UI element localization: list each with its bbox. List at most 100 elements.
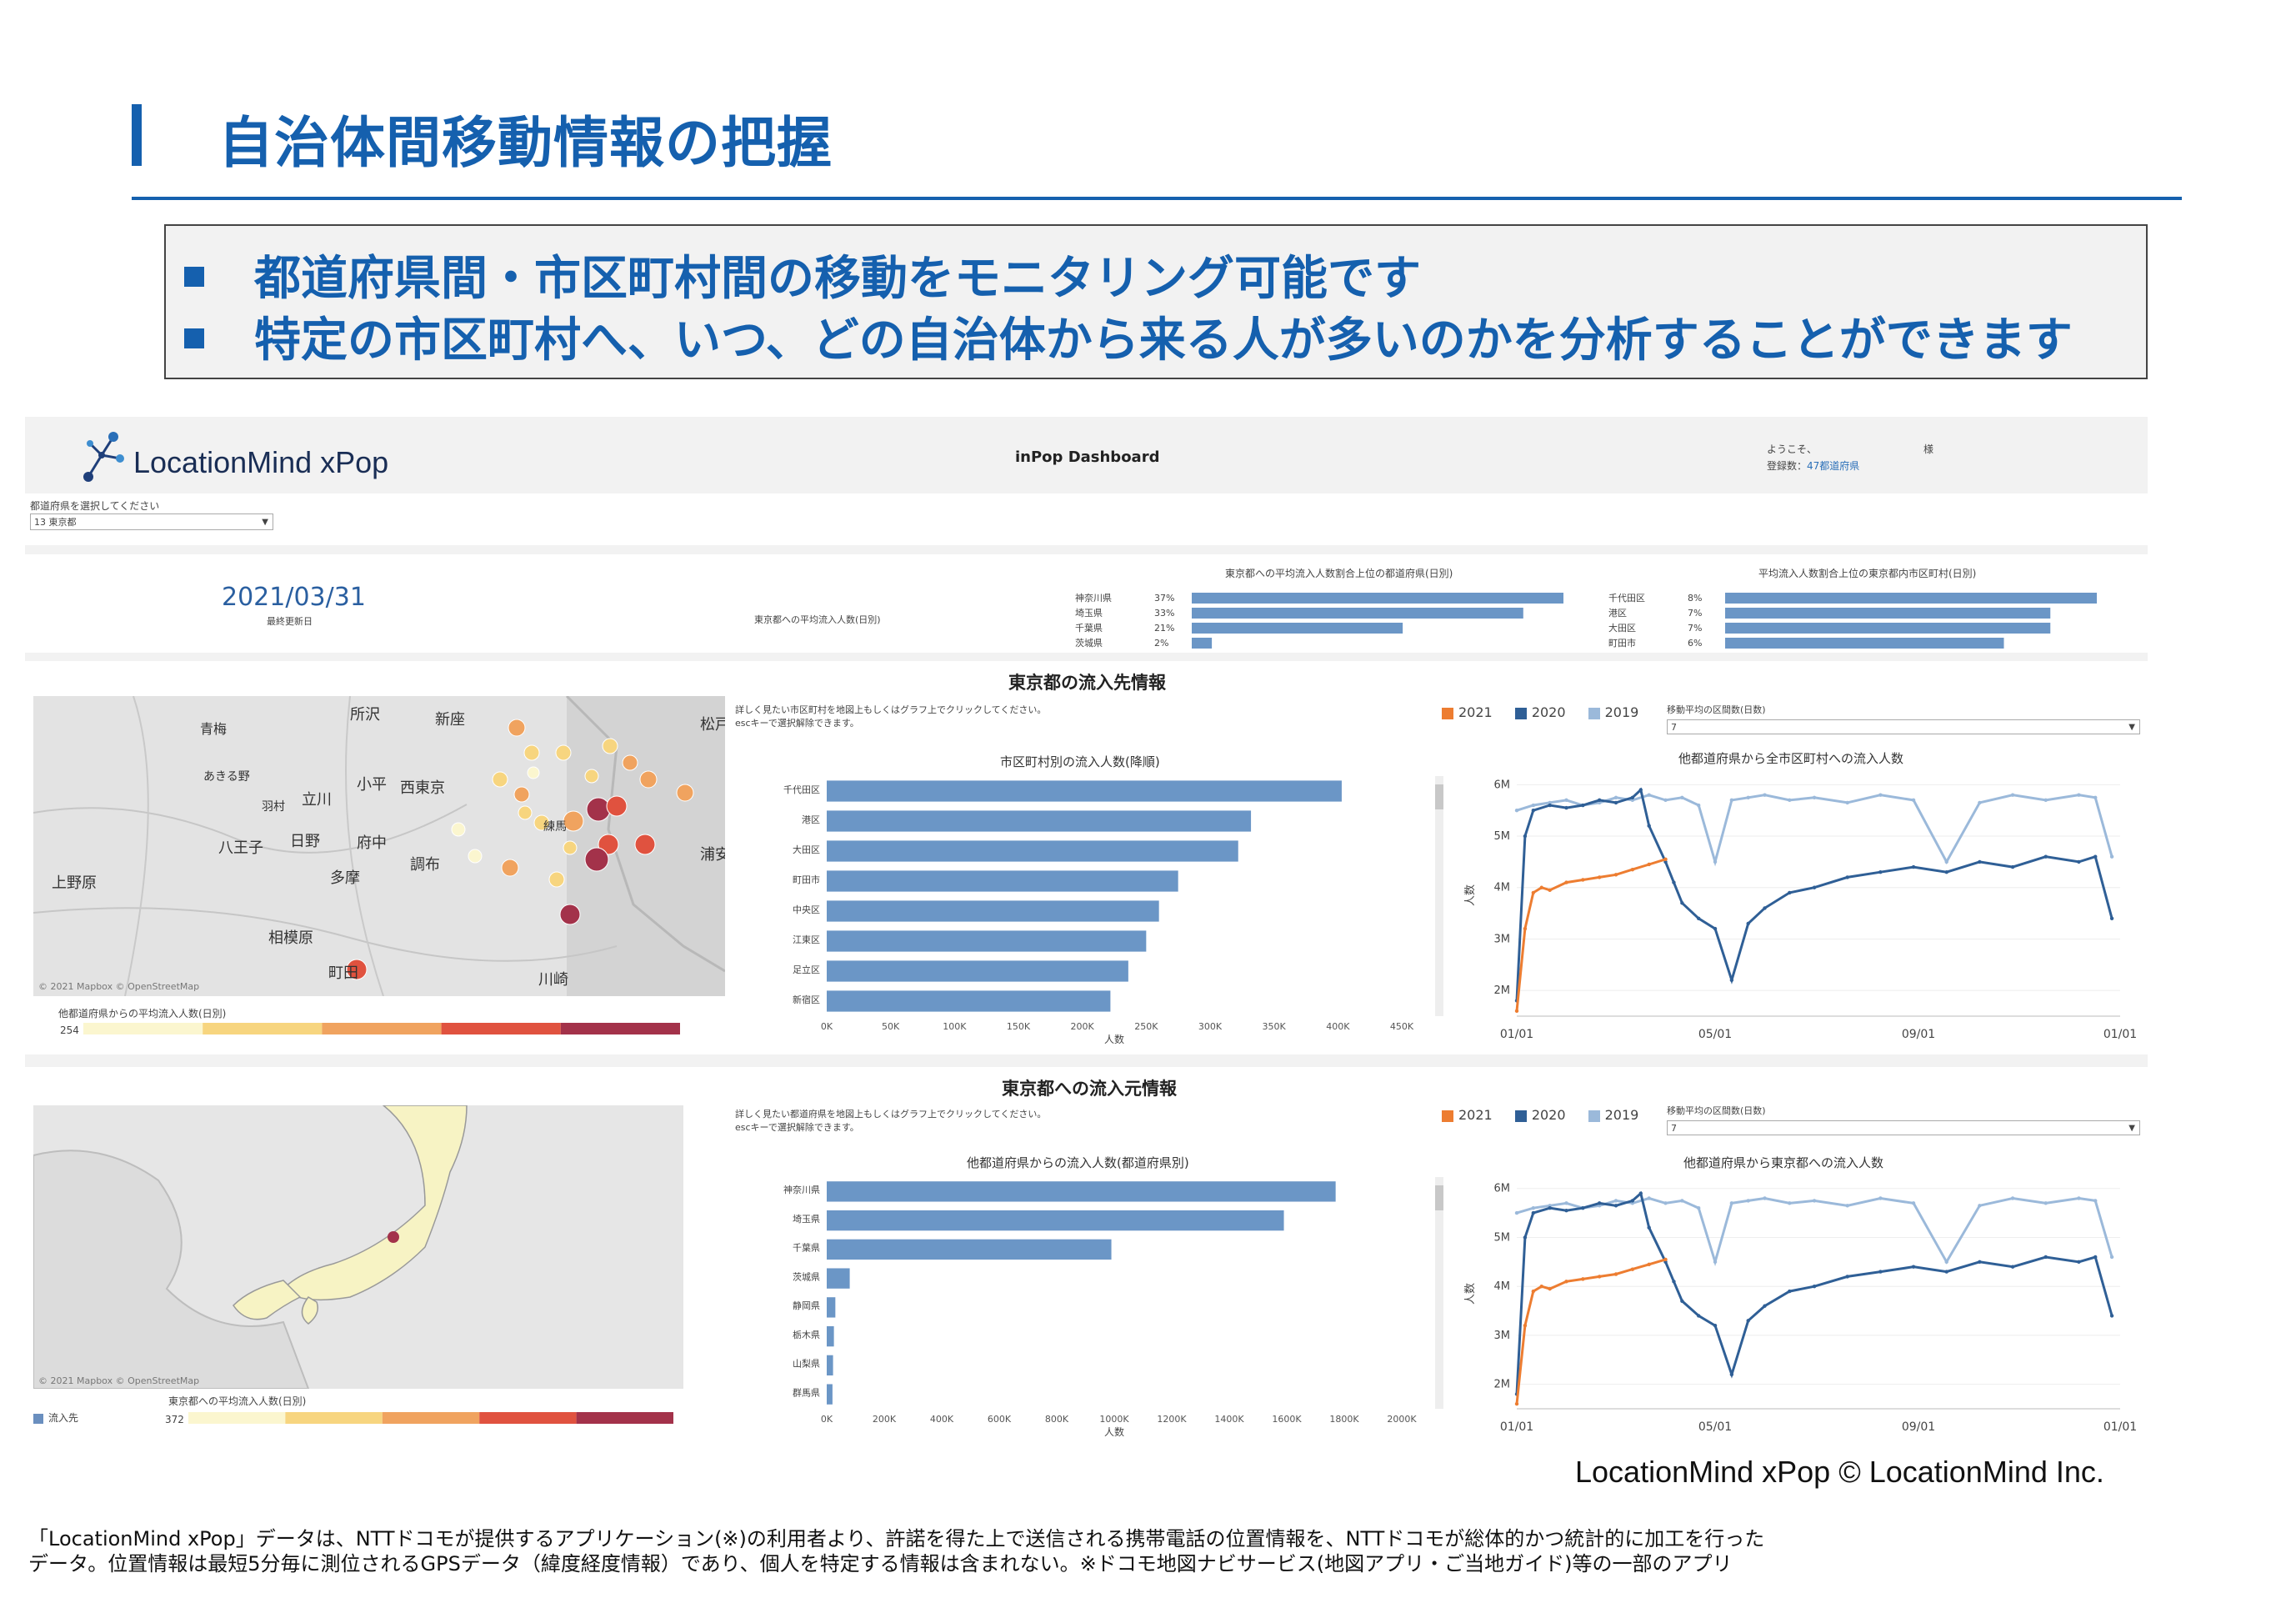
map-label: 浦安: [700, 846, 725, 864]
map-label: 小平: [357, 776, 387, 794]
map-label: 調布: [410, 856, 440, 874]
moving-average-select[interactable]: 7 ▼: [1667, 1120, 2140, 1135]
scrollbar-thumb: [1435, 1185, 1443, 1210]
series-point-2020: [1680, 901, 1684, 905]
tokyo-map[interactable]: 所沢 新座 青梅 あきる野 羽村 小平 西東京 立川 八王子 日野 府中 調布 …: [33, 696, 725, 996]
series-point-2020: [1845, 1275, 1849, 1279]
mini-bar-pct: 37%: [1154, 593, 1174, 604]
map-layer: [33, 696, 725, 996]
inflow-line-chart[interactable]: 2M 3M 4M 5M 6M 01/01 05/01 09/01 01/01 人数: [1458, 766, 2145, 1049]
series-point-2020: [1978, 1260, 1982, 1265]
series-point-2019: [1613, 1199, 1618, 1203]
title-divider: [132, 197, 2182, 200]
series-point-2020: [1548, 1206, 1552, 1210]
series-point-2021: [1514, 1401, 1519, 1406]
series-point-2020: [1911, 1265, 1916, 1269]
last-updated-caption: 最終更新日: [267, 616, 313, 627]
x-tick-label: 0K: [821, 1021, 833, 1032]
series-point-2021: [1647, 862, 1651, 867]
bar-chart-title: 他都道府県からの流入人数(都道府県別): [967, 1155, 1189, 1170]
map-dot: [548, 871, 565, 888]
series-point-2020: [1845, 875, 1849, 879]
map-hint: 詳しく見たい都道府県を地図上もしくはグラフ上でクリックしてください。: [735, 1109, 1047, 1120]
moving-average-select[interactable]: 7 ▼: [1667, 719, 2140, 734]
line-chart-title: 他都道府県から全市区町村への流入人数: [1678, 751, 1904, 766]
series-point-2020: [1647, 1225, 1651, 1230]
mini-bar: [1192, 593, 1563, 604]
series-point-2019: [2093, 795, 2098, 799]
series-point-2020: [1630, 795, 1635, 799]
colorbar-segment: [285, 1412, 383, 1424]
x-tick-label: 300K: [1198, 1021, 1223, 1032]
series-point-2019: [2109, 1255, 2114, 1260]
map-label: 府中: [357, 834, 387, 852]
series-point-2020: [1944, 1270, 1948, 1274]
bar: [827, 870, 1178, 892]
series-point-2020: [1878, 1270, 1883, 1274]
mini-bar-pct: 2%: [1154, 638, 1168, 649]
map-label: 町田: [328, 964, 358, 982]
legend-2020[interactable]: 2020: [1514, 1107, 1566, 1123]
map-hint: escキーで選択解除できます。: [735, 718, 859, 729]
japan-map[interactable]: © 2021 Mapbox © OpenStreetMap: [33, 1105, 683, 1389]
bar: [827, 960, 1128, 982]
series-point-2019: [1647, 793, 1651, 797]
series-point-2021: [1630, 1267, 1635, 1271]
legend-2020[interactable]: 2020: [1514, 704, 1566, 720]
y-tick-label: 5M: [1494, 830, 1511, 843]
x-tick-label: 1200K: [1157, 1414, 1187, 1425]
x-tick-label: 250K: [1134, 1021, 1158, 1032]
colorbar: [188, 1412, 673, 1424]
legend-swatch: [1442, 707, 1453, 719]
series-point-2020: [2077, 859, 2081, 864]
series-point-2020: [1713, 1323, 1718, 1328]
series-point-2020: [1523, 834, 1528, 839]
title-accent-bar: [132, 104, 142, 166]
x-tick-label: 01/01: [2103, 1028, 2137, 1041]
series-point-2021: [1663, 857, 1668, 862]
map-layer: [33, 1105, 468, 1389]
series-point-2021: [1548, 1286, 1552, 1291]
x-tick-label: 400K: [930, 1414, 954, 1425]
bar: [827, 1384, 833, 1405]
series-point-2020: [1944, 870, 1948, 874]
mini-bar: [1725, 593, 2097, 604]
bar: [827, 840, 1238, 862]
series-point-2019: [1845, 800, 1849, 805]
prefecture-select[interactable]: 13 東京都 ▼: [30, 513, 273, 530]
legend-2019[interactable]: 2019: [1588, 1107, 1638, 1123]
map-dot: [451, 822, 466, 837]
legend-2021[interactable]: 2021: [1442, 704, 1493, 720]
series-point-2020: [1911, 864, 1916, 869]
series-point-2019: [1944, 1260, 1948, 1265]
logo-text: LocationMind xPop: [133, 445, 389, 479]
map-label: 川崎: [538, 971, 568, 989]
series-point-2019: [1713, 859, 1718, 864]
series-point-2020: [2010, 864, 2015, 869]
colorbar-min: 372: [165, 1414, 184, 1425]
bar-category-label: 栃木県: [793, 1329, 820, 1340]
map-label: 八王子: [218, 839, 263, 857]
x-tick-label: 100K: [943, 1021, 967, 1032]
inflow-line-chart[interactable]: 2M 3M 4M 5M 6M 01/01 05/01 09/01 01/01 人数: [1458, 1170, 2145, 1442]
bar: [827, 990, 1111, 1012]
x-tick-label: 50K: [882, 1021, 900, 1032]
y-tick-label: 2M: [1494, 1379, 1511, 1391]
map-dot: [523, 744, 540, 761]
series-point-2019: [1944, 859, 1948, 864]
copyright-credit: LocationMind xPop © LocationMind Inc.: [1575, 1455, 2104, 1489]
map-label: 新座: [435, 711, 465, 729]
legend-2021[interactable]: 2021: [1442, 1107, 1493, 1123]
series-point-2021: [1663, 1257, 1668, 1262]
series-point-2019: [1746, 795, 1750, 799]
scrollbar-track: [1435, 776, 1443, 1016]
colorbar-min: 254: [60, 1024, 79, 1036]
series-point-2020: [1647, 824, 1651, 828]
series-point-2020: [1638, 788, 1643, 792]
legend-2019[interactable]: 2019: [1588, 704, 1638, 720]
map-hint: 詳しく見たい市区町村を地図上もしくはグラフ上でクリックしてください。: [735, 704, 1047, 715]
series-point-2019: [1514, 1210, 1519, 1215]
y-tick-label: 4M: [1494, 882, 1511, 894]
